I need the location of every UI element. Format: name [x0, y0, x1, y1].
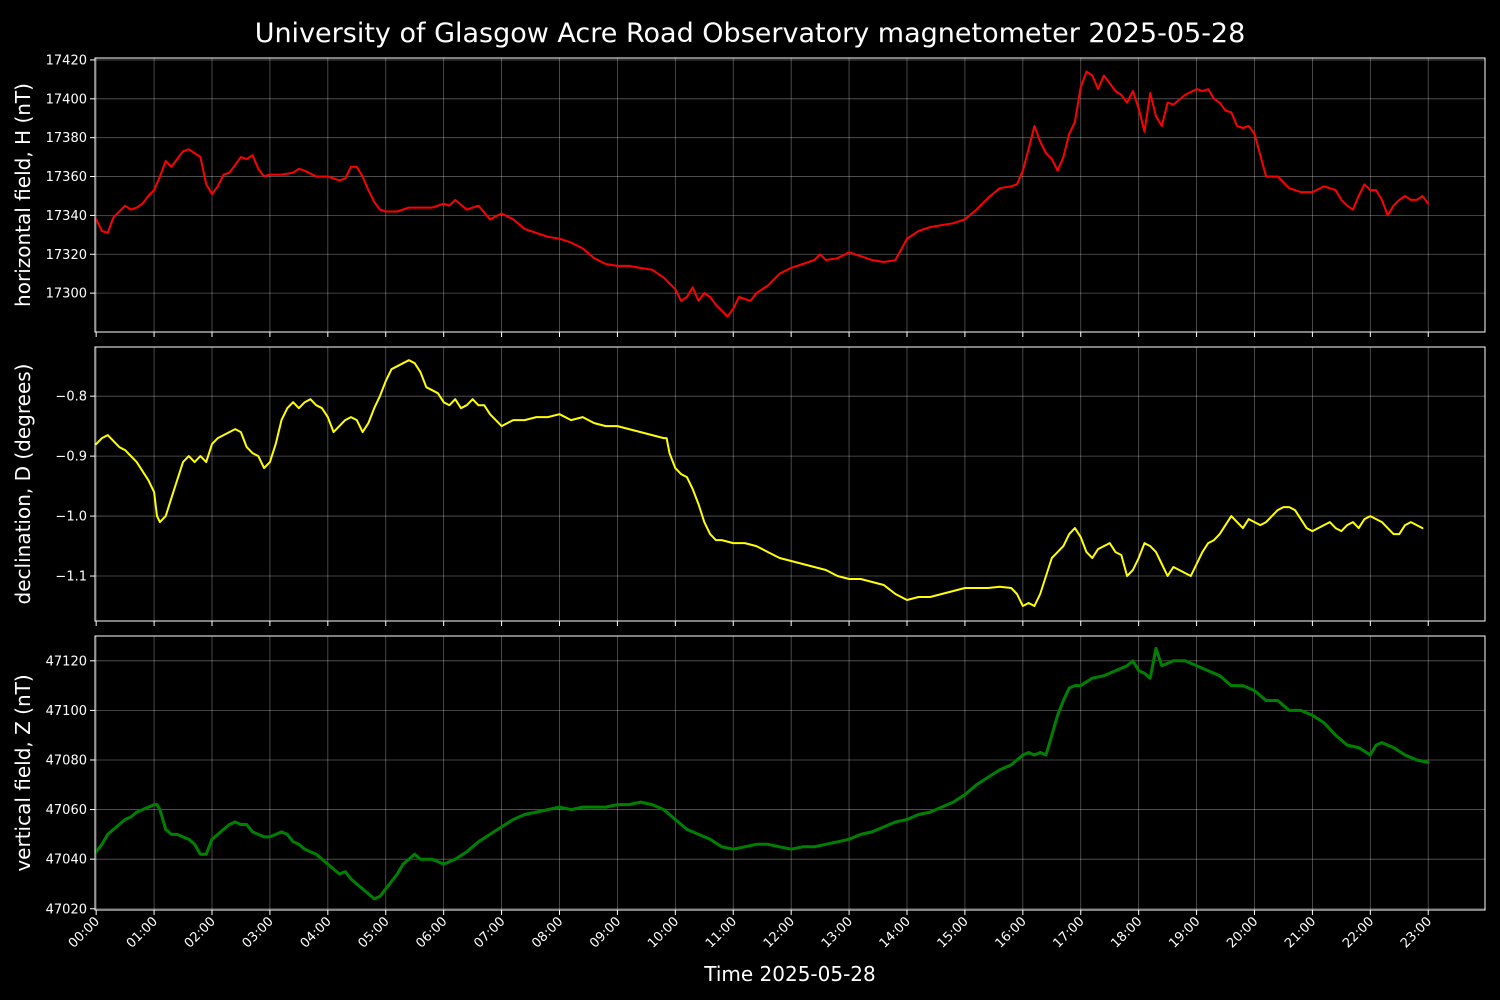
y-tick-label: 47040 [46, 853, 87, 868]
y-tick-label: 47120 [46, 654, 87, 669]
y-tick-label: 47080 [46, 753, 87, 768]
y-tick-label: 17400 [46, 92, 87, 107]
y-tick-label: −0.9 [55, 450, 87, 465]
panel-3-frame [94, 635, 1486, 911]
y-tick-label: 47100 [46, 704, 87, 719]
y-tick-label: 17320 [46, 248, 87, 263]
y-tick-label: 17300 [46, 287, 87, 302]
y-tick-label: 17420 [46, 53, 87, 68]
chart-title: University of Glasgow Acre Road Observat… [255, 18, 1246, 49]
y-tick-label: 17340 [46, 209, 87, 224]
panel-2-frame [94, 346, 1486, 622]
y-tick-label: −1.1 [55, 570, 87, 585]
panel-1-y-axis-label: horizontal field, H (nT) [11, 83, 35, 307]
panel-1: 17300 17320 17340 17360 17380 17400 17420 horiz… [11, 53, 1486, 337]
panel-2-data-line [95, 359, 1424, 607]
y-tick-label: 17360 [46, 170, 87, 185]
panel-3-data-line [94, 646, 1430, 901]
y-tick-label: 47060 [46, 803, 87, 818]
panel-1-frame [94, 57, 1486, 333]
panel-2-grid [95, 347, 1485, 621]
y-tick-label: −0.8 [55, 390, 87, 405]
panel-3-grid [95, 636, 1485, 910]
panel-2-y-axis-label: declination, D (degrees) [11, 364, 35, 605]
y-tick-label: 17380 [46, 131, 87, 146]
x-axis-label: Time 2025-05-28 [703, 962, 876, 986]
y-tick-label: −1.0 [55, 510, 87, 525]
panel-3: 47020 47040 47060 47080 47100 47120 vertical f… [11, 635, 1486, 917]
panel-1-data-line [95, 70, 1430, 318]
panel-2: −1.1 −1.0 −0.9 −0.8 declination, D (degrees) [11, 346, 1486, 626]
y-tick-label: 47020 [46, 902, 87, 917]
panel-1-grid [95, 58, 1485, 332]
panel-3-y-axis-label: vertical field, Z (nT) [11, 674, 35, 871]
